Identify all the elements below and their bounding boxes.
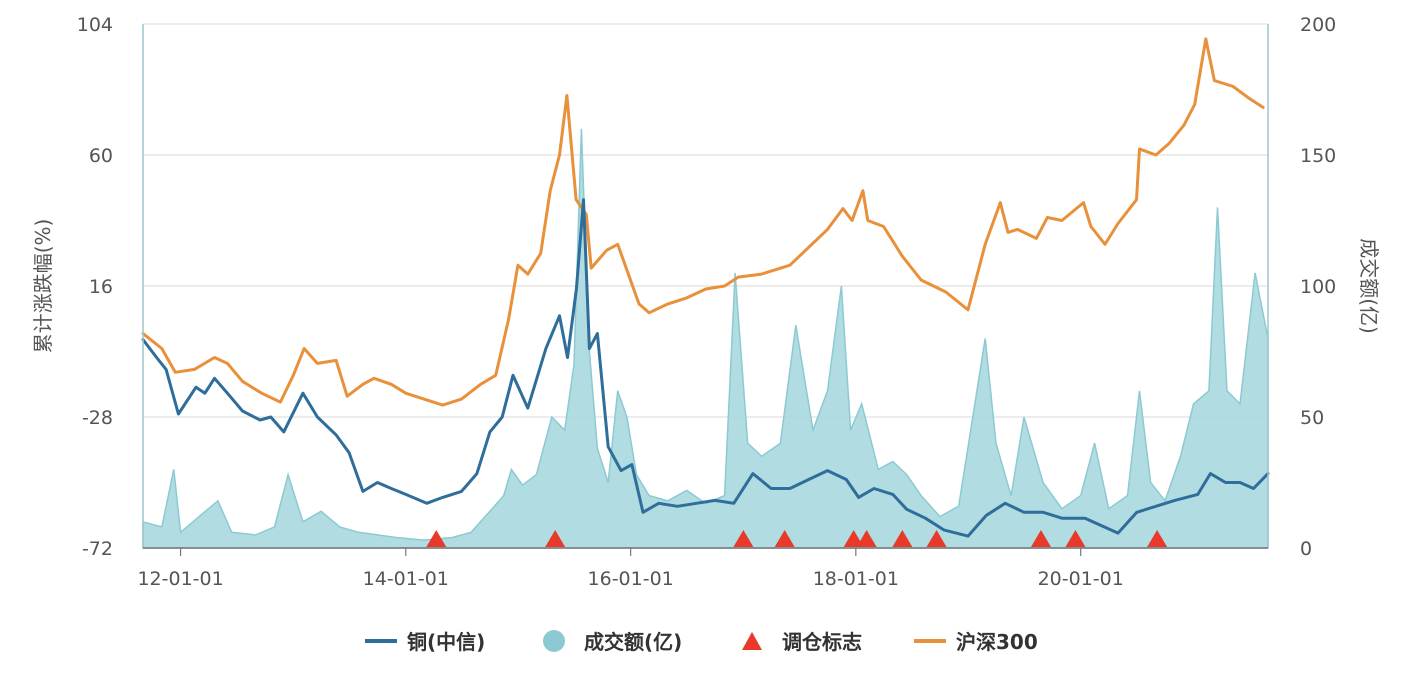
legend-label: 成交额(亿)	[584, 630, 682, 654]
y-right-tick-label: 50	[1300, 407, 1324, 429]
legend-triangle-swatch	[742, 632, 762, 650]
hs300-line-series	[141, 37, 1265, 407]
legend-item-rebalance: 调仓标志	[742, 630, 862, 654]
x-tick-label: 16-01-01	[588, 568, 674, 590]
legend-label: 沪深300	[956, 630, 1038, 654]
y-left-tick-label: 104	[77, 14, 113, 36]
y-left-axis-title: 累计涨跌幅(%)	[31, 219, 55, 354]
legend-label: 铜(中信)	[407, 630, 485, 654]
y-right-tick-label: 200	[1300, 14, 1336, 36]
legend-label: 调仓标志	[782, 630, 862, 654]
rebalance-marker	[1065, 530, 1086, 547]
rebalance-marker	[1147, 530, 1168, 547]
y-left-tick-label: 60	[89, 145, 113, 167]
y-right-axis-title: 成交额(亿)	[1357, 238, 1381, 334]
rebalance-marker	[856, 530, 877, 547]
y-left-tick-label: -72	[82, 538, 113, 560]
rebalance-marker	[733, 530, 754, 547]
rebalance-marker	[545, 530, 566, 547]
y-left-tick-label: -28	[82, 407, 113, 429]
y-right-tick-label: 0	[1300, 538, 1312, 560]
rebalance-marker	[926, 530, 947, 547]
rebalance-marker	[774, 530, 795, 547]
x-tick-label: 18-01-01	[813, 568, 899, 590]
legend-circle-swatch	[543, 630, 565, 652]
y-left-tick-label: 16	[89, 276, 113, 298]
x-tick-label: 12-01-01	[137, 568, 223, 590]
y-right-tick-label: 150	[1300, 145, 1336, 167]
rebalance-marker	[843, 530, 864, 547]
volume-area-series	[142, 128, 1269, 549]
legend-item-hs300: 沪深300	[914, 630, 1038, 654]
copper-line-series	[141, 198, 1270, 538]
y-right-tick-label: 100	[1300, 276, 1336, 298]
rebalance-marker	[1030, 530, 1051, 547]
x-tick-label: 20-01-01	[1038, 568, 1124, 590]
legend-item-copper: 铜(中信)	[365, 630, 485, 654]
rebalance-marker	[426, 530, 447, 547]
x-tick-label: 14-01-01	[363, 568, 449, 590]
rebalance-marker	[892, 530, 913, 547]
legend-item-volume: 成交额(亿)	[543, 630, 682, 654]
